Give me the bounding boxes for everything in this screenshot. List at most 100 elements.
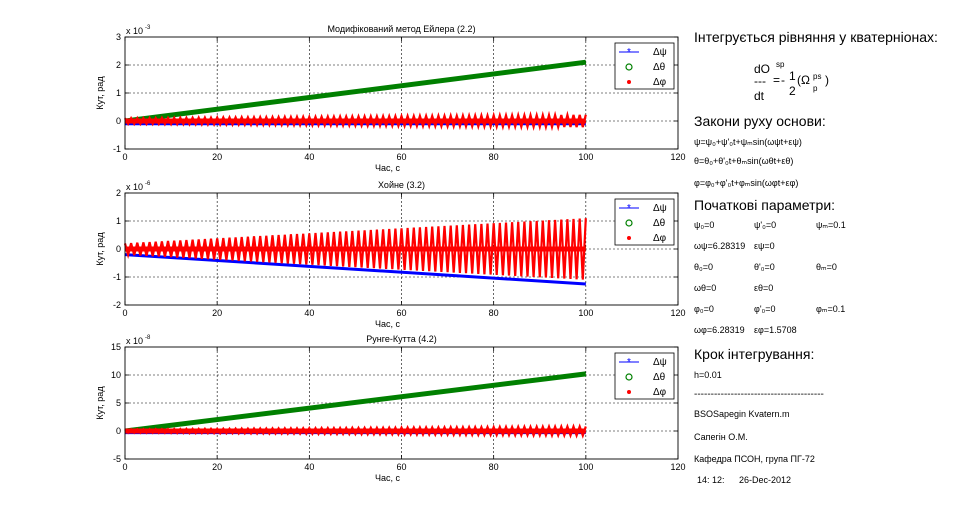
eq-p: p xyxy=(813,84,818,93)
chart-2: 0 20 40 60 80 100 120 -2 -1 0 1 2 Хойне (3.2) Час, с К… xyxy=(95,180,686,329)
legend-box xyxy=(614,352,675,400)
x-axis-label: Час, с xyxy=(375,319,401,329)
date-stamp: 26-Dec-2012 xyxy=(739,475,792,485)
dot-marker-icon xyxy=(627,236,631,240)
dot-marker-icon xyxy=(627,80,631,84)
series-Δθ-line xyxy=(124,59,587,124)
chart-title: Рунге-Кутта (4.2) xyxy=(366,334,436,344)
param-theta0-dot: θ'₀=0 xyxy=(754,262,775,272)
x-tick-label: 40 xyxy=(304,152,314,162)
y-tick-label: -1 xyxy=(113,272,121,282)
x-axis-label: Час, с xyxy=(375,163,401,173)
eq-equals: = xyxy=(773,73,781,87)
param-psi0-dot: ψ'₀=0 xyxy=(754,220,777,230)
eq-omega: (Ω xyxy=(797,73,810,87)
y-tick-label: 1 xyxy=(116,216,121,226)
eq-half-num: 1 xyxy=(789,69,796,83)
exponent-power: -3 xyxy=(145,25,151,31)
separator-line: --------------------------------------- xyxy=(694,389,824,400)
series-Δθ-line xyxy=(124,371,587,434)
x-tick-label: 0 xyxy=(122,462,127,472)
circle-marker-icon xyxy=(625,373,633,381)
chart-title: Модифікований метод Ейлера (2.2) xyxy=(327,24,475,34)
department: Кафедра ПСОН, група ПГ-72 xyxy=(694,454,815,464)
star-icon: * xyxy=(627,357,631,368)
y-tick-label: 10 xyxy=(111,370,121,380)
y-axis-label: Кут, рад xyxy=(95,232,105,266)
legend-box xyxy=(614,42,675,90)
motion-laws-heading: Закони руху основи: xyxy=(694,113,826,129)
y-axis-label: Кут, рад xyxy=(95,386,105,420)
y-tick-label: 2 xyxy=(116,188,121,198)
x-tick-label: 0 xyxy=(122,152,127,162)
y-tick-label: -1 xyxy=(113,144,121,154)
x-tick-label: 40 xyxy=(304,308,314,318)
param-psim: ψₘ=0.1 xyxy=(816,220,846,230)
y-tick-label: -2 xyxy=(113,300,121,310)
param-omega-phi: ωφ=6.28319 xyxy=(694,325,745,335)
param-eps-phi: εφ=1.5708 xyxy=(754,325,797,335)
star-icon: * xyxy=(627,47,631,58)
param-eps-theta: εθ=0 xyxy=(754,283,774,293)
star-icon: * xyxy=(627,203,631,214)
x-tick-label: 60 xyxy=(396,152,406,162)
x-tick-label: 60 xyxy=(396,308,406,318)
axes-frame xyxy=(124,192,679,306)
chart-title: Хойне (3.2) xyxy=(378,180,425,190)
step-heading: Крок інтегрування: xyxy=(694,346,815,362)
x-tick-label: 40 xyxy=(304,462,314,472)
legend-label: Δθ xyxy=(653,372,666,383)
x-tick-label: 100 xyxy=(578,308,593,318)
legend-label: Δψ xyxy=(653,203,667,214)
author-name: Сапегін О.М. xyxy=(694,432,748,442)
param-theta0: θ₀=0 xyxy=(694,262,714,272)
law-theta: θ=θ₀+θ'₀t+θₘsin(ωθt+εθ) xyxy=(694,156,794,166)
x-tick-label: 60 xyxy=(396,462,406,472)
y-tick-label: 2 xyxy=(116,60,121,70)
x-tick-label: 0 xyxy=(122,308,127,318)
law-psi: ψ=ψ₀+ψ'₀t+ψₘsin(ωψt+εψ) xyxy=(694,137,802,147)
x-tick-label: 20 xyxy=(212,308,222,318)
eq-sp: sp xyxy=(776,60,785,69)
y-tick-label: 15 xyxy=(111,342,121,352)
file-name: BSOSapegin Kvatern.m xyxy=(694,409,790,419)
x-tick-label: 120 xyxy=(670,152,685,162)
legend-box xyxy=(614,198,675,246)
axes-frame xyxy=(124,346,679,460)
x-tick-label: 20 xyxy=(212,462,222,472)
y-tick-label: 0 xyxy=(116,116,121,126)
circle-marker-icon xyxy=(625,63,633,71)
x-axis-label: Час, с xyxy=(375,473,401,483)
eq-close: ) xyxy=(825,73,829,87)
param-psi0: ψ₀=0 xyxy=(694,220,715,230)
y-tick-label: 1 xyxy=(116,88,121,98)
legend: * Δψ Δθ Δφ xyxy=(614,42,675,90)
law-phi: φ=φ₀+φ'₀t+φₘsin(ωφt+εφ) xyxy=(694,178,799,188)
exponent-power: -6 xyxy=(145,181,151,187)
y-tick-label: 3 xyxy=(116,32,121,42)
eq-dashes: --- xyxy=(754,74,766,88)
eq-dt: dt xyxy=(754,89,765,103)
eq-dO: dO xyxy=(754,62,771,76)
legend-label: Δθ xyxy=(653,62,666,73)
legend: * Δψ Δθ Δφ xyxy=(614,352,675,400)
x-tick-label: 20 xyxy=(212,152,222,162)
param-thetam: θₘ=0 xyxy=(816,262,837,272)
x-tick-label: 80 xyxy=(489,462,499,472)
x-tick-label: 80 xyxy=(489,152,499,162)
series-Δψ-line xyxy=(124,253,586,286)
time-stamp: 14: 12: xyxy=(697,475,725,485)
exponent-label: x 10 xyxy=(126,182,143,192)
circle-marker-icon xyxy=(625,219,633,227)
x-tick-label: 80 xyxy=(489,308,499,318)
param-omega-psi: ωψ=6.28319 xyxy=(694,241,746,251)
y-tick-label: 0 xyxy=(116,426,121,436)
eq-minus: - xyxy=(781,73,785,87)
x-tick-label: 120 xyxy=(670,462,685,472)
dot-marker-icon xyxy=(627,390,631,394)
exponent-label: x 10 xyxy=(126,336,143,346)
y-axis-label: Кут, рад xyxy=(95,76,105,110)
exponent-label: x 10 xyxy=(126,26,143,36)
